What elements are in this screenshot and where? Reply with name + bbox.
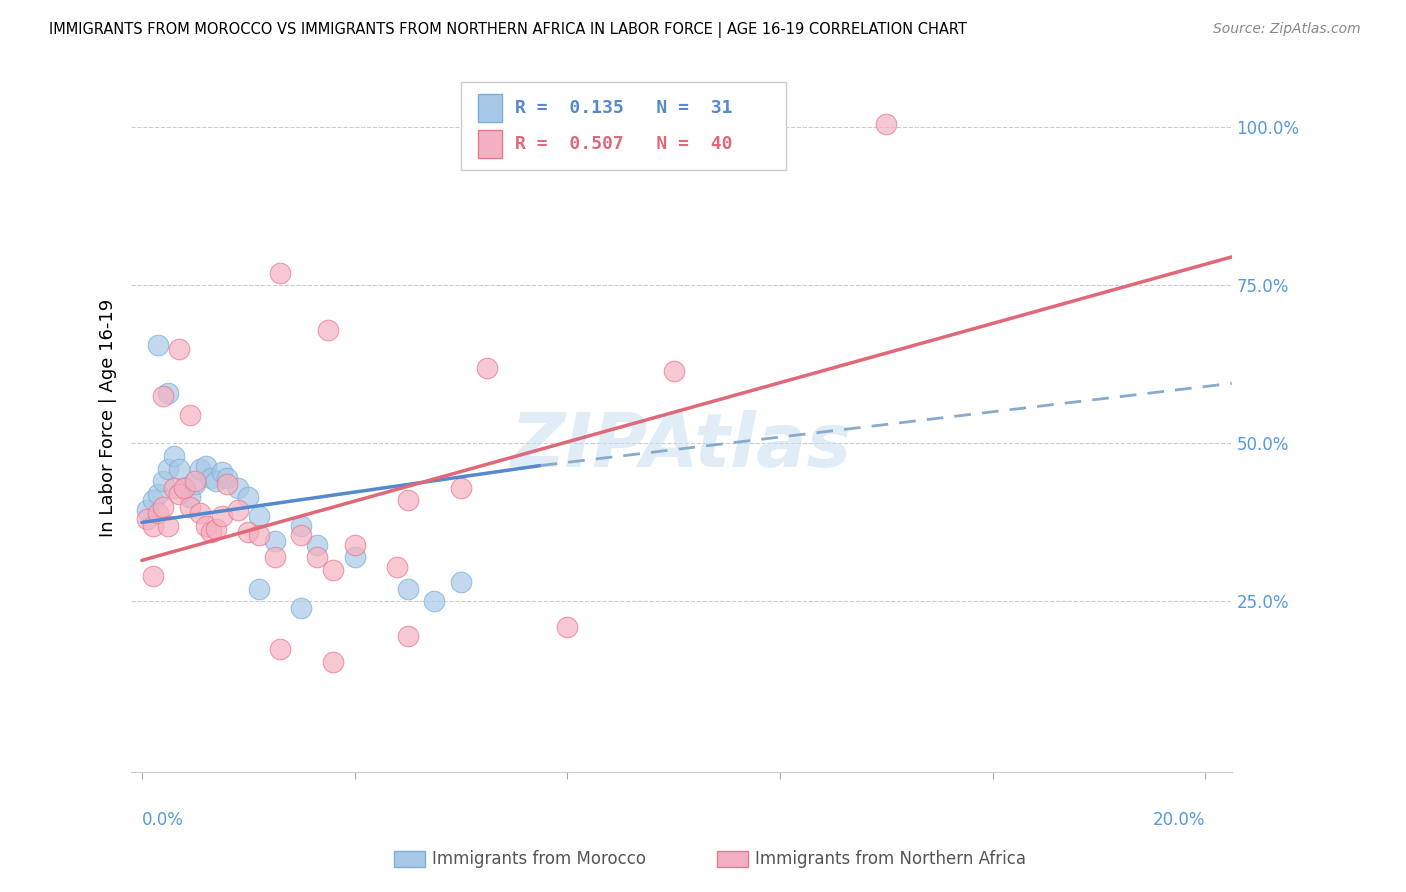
Bar bbox=[478, 129, 502, 158]
Point bbox=[200, 524, 222, 539]
Point bbox=[190, 461, 212, 475]
Point bbox=[141, 569, 163, 583]
Text: 20.0%: 20.0% bbox=[1153, 811, 1205, 829]
Point bbox=[211, 509, 233, 524]
Point bbox=[269, 641, 291, 656]
Point bbox=[396, 582, 419, 596]
Bar bbox=[478, 94, 502, 122]
Point bbox=[152, 475, 174, 489]
Text: Immigrants from Morocco: Immigrants from Morocco bbox=[432, 850, 645, 868]
Point bbox=[385, 559, 408, 574]
Point bbox=[450, 481, 472, 495]
Point bbox=[141, 493, 163, 508]
Point bbox=[190, 506, 212, 520]
Point bbox=[215, 471, 238, 485]
Point bbox=[173, 481, 195, 495]
Point bbox=[146, 338, 169, 352]
Point bbox=[343, 550, 366, 565]
Point bbox=[167, 487, 190, 501]
Point bbox=[290, 528, 312, 542]
Point bbox=[263, 534, 285, 549]
Point bbox=[184, 475, 207, 489]
Point bbox=[322, 563, 344, 577]
Point bbox=[226, 481, 249, 495]
Point bbox=[503, 149, 526, 163]
Point bbox=[290, 600, 312, 615]
Point bbox=[205, 522, 228, 536]
Point bbox=[316, 323, 339, 337]
Point bbox=[141, 518, 163, 533]
Text: ZIPAtlas: ZIPAtlas bbox=[510, 410, 852, 483]
Point bbox=[136, 512, 159, 526]
Point bbox=[215, 477, 238, 491]
Point bbox=[179, 500, 201, 514]
Point bbox=[136, 503, 159, 517]
Point bbox=[263, 550, 285, 565]
Point bbox=[269, 266, 291, 280]
Point bbox=[163, 481, 186, 495]
Point bbox=[423, 594, 446, 608]
Text: Immigrants from Northern Africa: Immigrants from Northern Africa bbox=[755, 850, 1026, 868]
Point bbox=[163, 449, 186, 463]
Point bbox=[157, 461, 180, 475]
Text: Source: ZipAtlas.com: Source: ZipAtlas.com bbox=[1213, 22, 1361, 37]
Text: R =  0.135   N =  31: R = 0.135 N = 31 bbox=[516, 99, 733, 117]
Point bbox=[555, 620, 578, 634]
Point bbox=[247, 582, 270, 596]
Text: 0.0%: 0.0% bbox=[142, 811, 184, 829]
Point bbox=[662, 364, 685, 378]
Point bbox=[152, 500, 174, 514]
Point bbox=[200, 471, 222, 485]
Point bbox=[167, 461, 190, 475]
Point bbox=[477, 360, 499, 375]
Point bbox=[211, 465, 233, 479]
Point bbox=[226, 503, 249, 517]
Point bbox=[307, 537, 329, 551]
Point bbox=[290, 518, 312, 533]
Point bbox=[396, 493, 419, 508]
Point bbox=[194, 518, 217, 533]
Point bbox=[205, 475, 228, 489]
Point bbox=[179, 490, 201, 504]
Point bbox=[194, 458, 217, 473]
Point bbox=[184, 477, 207, 491]
Point bbox=[173, 481, 195, 495]
Point bbox=[238, 490, 260, 504]
Point bbox=[179, 408, 201, 422]
Point bbox=[450, 575, 472, 590]
Point bbox=[247, 528, 270, 542]
Text: IMMIGRANTS FROM MOROCCO VS IMMIGRANTS FROM NORTHERN AFRICA IN LABOR FORCE | AGE : IMMIGRANTS FROM MOROCCO VS IMMIGRANTS FR… bbox=[49, 22, 967, 38]
Point bbox=[167, 342, 190, 356]
Point bbox=[238, 524, 260, 539]
Point bbox=[343, 537, 366, 551]
Point bbox=[322, 655, 344, 669]
Point bbox=[396, 629, 419, 643]
Point bbox=[157, 385, 180, 400]
Y-axis label: In Labor Force | Age 16-19: In Labor Force | Age 16-19 bbox=[100, 299, 117, 537]
FancyBboxPatch shape bbox=[461, 82, 786, 170]
Point bbox=[247, 509, 270, 524]
Point bbox=[875, 117, 897, 131]
Point bbox=[146, 506, 169, 520]
Point bbox=[307, 550, 329, 565]
Point bbox=[152, 389, 174, 403]
Point bbox=[157, 518, 180, 533]
Point bbox=[146, 487, 169, 501]
Text: R =  0.507   N =  40: R = 0.507 N = 40 bbox=[516, 135, 733, 153]
